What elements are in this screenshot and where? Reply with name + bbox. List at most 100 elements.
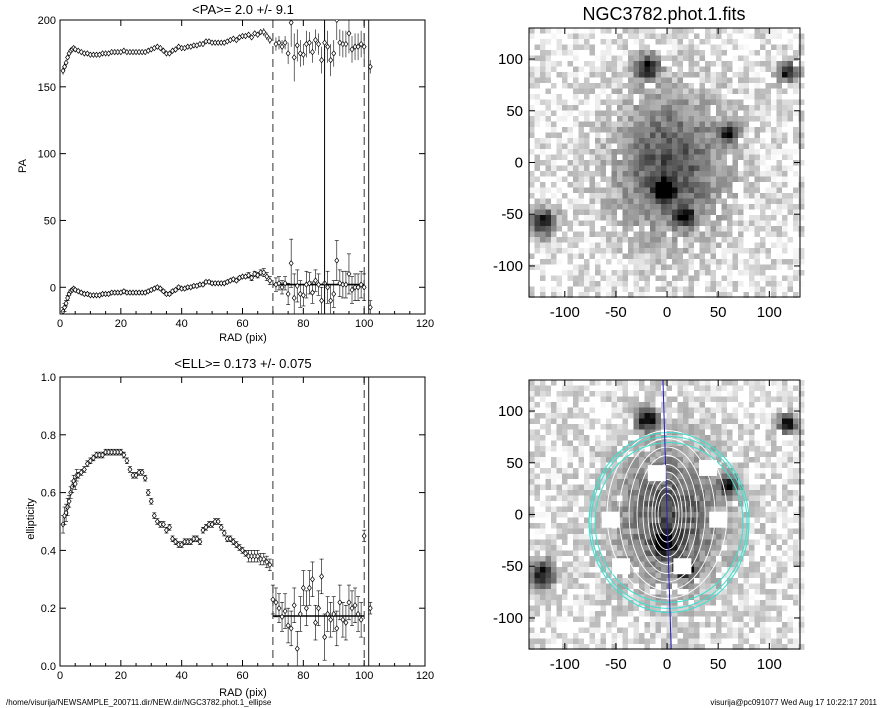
image-pixel [611,396,618,403]
image-pixel [556,380,563,386]
image-pixel [738,391,744,397]
ell-point [142,474,148,482]
image-pixel [617,132,623,139]
image-pixel [595,462,601,469]
image-pixel [754,160,761,166]
image-pixel [699,160,706,166]
image-pixel [639,248,645,254]
image-pixel [540,281,546,287]
image-pixel [562,220,568,227]
image-pixel [567,55,574,62]
image-pixel [677,187,684,194]
image-pixel [699,39,706,45]
image-pixel [699,501,706,507]
image-pixel [754,226,761,232]
image-pixel [578,127,585,133]
image-pixel [776,468,783,474]
image-pixel [672,479,678,485]
image-pixel [776,270,783,276]
image-pixel [694,253,700,260]
image-pixel [529,281,535,287]
image-pixel [622,204,629,210]
image-pixel [716,99,722,106]
image-pixel [793,248,799,254]
image-pixel [628,413,634,419]
image-pixel [595,176,601,183]
image-pixel [776,242,783,249]
image-pixel [606,446,612,452]
image-pixel [633,253,640,260]
image-pixel [716,396,722,403]
image-pixel [655,50,662,56]
image-pixel [551,512,557,518]
image-pixel [578,413,585,419]
image-pixel [655,215,662,221]
image-pixel [666,473,673,480]
image-pixel [793,204,799,210]
image-pixel [677,264,684,271]
image-pixel [584,259,590,265]
image-pixel [765,55,772,62]
image-pixel [793,275,799,282]
image-pixel [534,473,541,480]
image-pixel [567,99,574,106]
image-pixel [771,204,777,210]
image-pixel [644,237,651,243]
image-pixel [545,66,552,73]
image-pixel [743,396,750,403]
ell-point [300,584,306,592]
image-pixel [677,402,684,408]
image-pixel [782,66,788,73]
image-pixel [672,176,678,183]
image-pixel [754,72,761,78]
image-pixel [793,110,799,117]
image-pixel [622,39,629,45]
image-pixel [721,281,728,287]
image-pixel [655,435,662,441]
image-pixel [732,138,739,144]
image-pixel [545,435,552,441]
ell-xtick-label: 120 [416,670,434,682]
image-pixel [672,99,678,106]
image-pixel [617,220,623,227]
image-pixel [644,154,651,161]
image-pixel [749,292,755,298]
image-pixel [776,231,783,238]
image-pixel [666,501,673,507]
image-pixel [793,253,799,260]
ell-point [91,454,96,462]
image-pixel [683,226,689,232]
ell-point [151,512,157,519]
image-pixel [710,281,717,287]
image-pixel [699,286,706,293]
image-pixel [556,193,563,199]
image-pixel [683,160,689,166]
image-pixel [655,66,662,73]
image-pixel [584,50,590,56]
image-pixel [633,413,640,419]
image-pixel [710,259,717,265]
image-pixel [782,517,788,524]
image-pixel [743,418,750,425]
image-pixel [589,39,596,45]
image-pixel [727,165,733,172]
image-pixel [611,457,618,463]
image-pixel [672,391,678,397]
image-pixel [578,105,585,111]
image-pixel [573,248,579,254]
image-pixel [529,182,535,188]
image-pixel [683,127,689,133]
image-pixel [628,138,634,144]
image-pixel [633,512,640,518]
image-pixel [694,110,700,117]
image-pixel [754,281,761,287]
pa-point [355,284,361,291]
image-pixel [628,39,634,45]
pa-point [328,297,334,304]
image-pixel [655,198,662,205]
image-pixel [551,451,557,458]
image-pixel [771,77,777,84]
image-pixel [584,424,590,430]
image-pixel [738,187,744,194]
image-pixel [540,270,546,276]
